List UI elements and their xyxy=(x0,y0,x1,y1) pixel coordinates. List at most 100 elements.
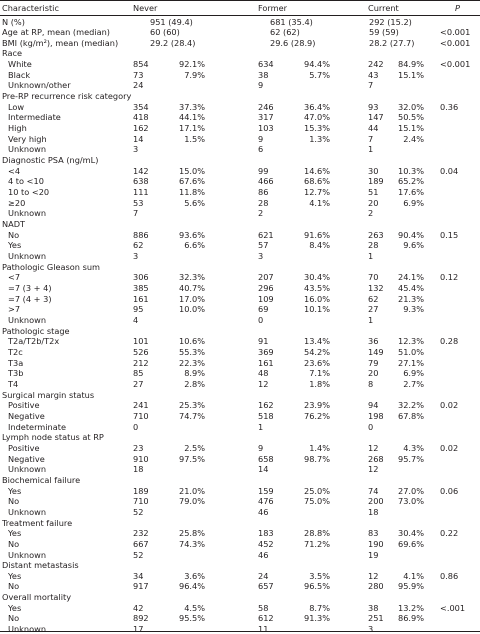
count-cell: 79 xyxy=(368,357,379,368)
count-cell: 162 xyxy=(258,400,274,411)
row-label: Unknown xyxy=(8,506,47,517)
count-cell: 62 (62) xyxy=(270,27,300,38)
row-label: Low xyxy=(8,101,25,112)
percent-cell: 32.3% xyxy=(178,272,205,283)
percent-cell: 12.7% xyxy=(303,187,330,198)
row-label: 4 to <10 xyxy=(8,176,44,187)
row-label: Unknown xyxy=(8,624,47,634)
count-cell: 658 xyxy=(258,453,274,464)
percent-cell: 23.6% xyxy=(303,357,330,368)
percent-cell: 15.1% xyxy=(397,69,424,80)
section-label: Pathologic stage xyxy=(2,325,70,336)
count-cell: 51 xyxy=(368,187,379,198)
count-cell: 8 xyxy=(368,378,374,389)
count-cell: 9 xyxy=(258,80,264,91)
percent-cell: 6.6% xyxy=(184,240,205,251)
percent-cell: 91.3% xyxy=(303,613,330,624)
count-cell: 634 xyxy=(258,59,274,70)
percent-cell: 96.5% xyxy=(303,581,330,592)
count-cell: 189 xyxy=(133,485,149,496)
percent-cell: 27.0% xyxy=(397,485,424,496)
percent-cell: 2.8% xyxy=(184,378,205,389)
count-cell: 161 xyxy=(133,293,149,304)
percent-cell: 47.0% xyxy=(303,112,330,123)
percent-cell: 8.9% xyxy=(184,368,205,379)
count-cell: 36 xyxy=(368,336,379,347)
percent-cell: 74.3% xyxy=(178,538,205,549)
percent-cell: 98.7% xyxy=(303,453,330,464)
count-cell: 48 xyxy=(258,368,269,379)
count-cell: 354 xyxy=(133,101,149,112)
count-cell: 0 xyxy=(368,421,374,432)
count-cell: 42 xyxy=(133,602,144,613)
row-label: No xyxy=(8,538,20,549)
percent-cell: 11.8% xyxy=(178,187,205,198)
p-value: 0.02 xyxy=(440,400,459,411)
row-label: T2c xyxy=(8,346,23,357)
p-value: <0.001 xyxy=(440,37,471,48)
percent-cell: 10.6% xyxy=(178,336,205,347)
count-cell: 12 xyxy=(368,442,379,453)
count-cell: 280 xyxy=(368,581,384,592)
p-value: 0.04 xyxy=(440,165,459,176)
percent-cell: 4.1% xyxy=(403,570,424,581)
count-cell: 518 xyxy=(258,410,274,421)
count-cell: 18 xyxy=(368,506,379,517)
percent-cell: 17.0% xyxy=(178,293,205,304)
section-label: Surgical margin status xyxy=(2,389,95,400)
row-label: <7 xyxy=(8,272,21,283)
count-cell: 246 xyxy=(258,101,274,112)
count-cell: 62 xyxy=(133,240,144,251)
percent-cell: 9.3% xyxy=(403,304,424,315)
count-cell: 3 xyxy=(133,251,139,262)
section-label: Biochemical failure xyxy=(2,474,81,485)
count-cell: 103 xyxy=(258,123,274,134)
p-value: <0.001 xyxy=(440,59,471,70)
p-value: 0.15 xyxy=(440,229,459,240)
section-label: Lymph node status at RP xyxy=(2,432,104,443)
row-label: Negative xyxy=(8,453,45,464)
row-label: Yes xyxy=(8,240,22,251)
count-cell: 149 xyxy=(368,346,384,357)
percent-cell: 4.3% xyxy=(403,442,424,453)
percent-cell: 84.9% xyxy=(397,59,424,70)
percent-cell: 15.1% xyxy=(397,123,424,134)
row-label: Unknown xyxy=(8,208,47,219)
row-label: High xyxy=(8,123,27,134)
count-cell: 854 xyxy=(133,59,149,70)
percent-cell: 27.1% xyxy=(397,357,424,368)
section-label: Distant metastasis xyxy=(2,560,79,571)
row-label: Unknown xyxy=(8,251,47,262)
section-label: Overall mortality xyxy=(2,592,72,603)
count-cell: 892 xyxy=(133,613,149,624)
count-cell: 232 xyxy=(133,528,149,539)
percent-cell: 73.0% xyxy=(397,496,424,507)
count-cell: 18 xyxy=(133,464,144,475)
count-cell: 657 xyxy=(258,581,274,592)
percent-cell: 17.1% xyxy=(178,123,205,134)
percent-cell: 7.9% xyxy=(184,69,205,80)
percent-cell: 2.5% xyxy=(184,442,205,453)
count-cell: 0 xyxy=(258,314,264,325)
row-label: Yes xyxy=(8,485,22,496)
row-label: Black xyxy=(8,69,31,80)
row-label: Unknown/other xyxy=(8,80,71,91)
count-cell: 14 xyxy=(258,464,269,475)
count-cell: 20 xyxy=(368,197,379,208)
count-cell: 38 xyxy=(258,69,269,80)
count-cell: 1 xyxy=(258,421,264,432)
percent-cell: 13.4% xyxy=(303,336,330,347)
count-cell: 27 xyxy=(368,304,379,315)
percent-cell: 4.1% xyxy=(309,197,330,208)
count-cell: 43 xyxy=(368,69,379,80)
percent-cell: 97.5% xyxy=(178,453,205,464)
row-label: <4 xyxy=(8,165,21,176)
count-cell: 621 xyxy=(258,229,274,240)
row-label: N (%) xyxy=(2,16,25,27)
percent-cell: 2.4% xyxy=(403,133,424,144)
percent-cell: 68.6% xyxy=(303,176,330,187)
count-cell: 385 xyxy=(133,283,149,293)
count-cell: 62 xyxy=(368,293,379,304)
p-value: 0.02 xyxy=(440,442,459,453)
percent-cell: 94.4% xyxy=(303,59,330,70)
